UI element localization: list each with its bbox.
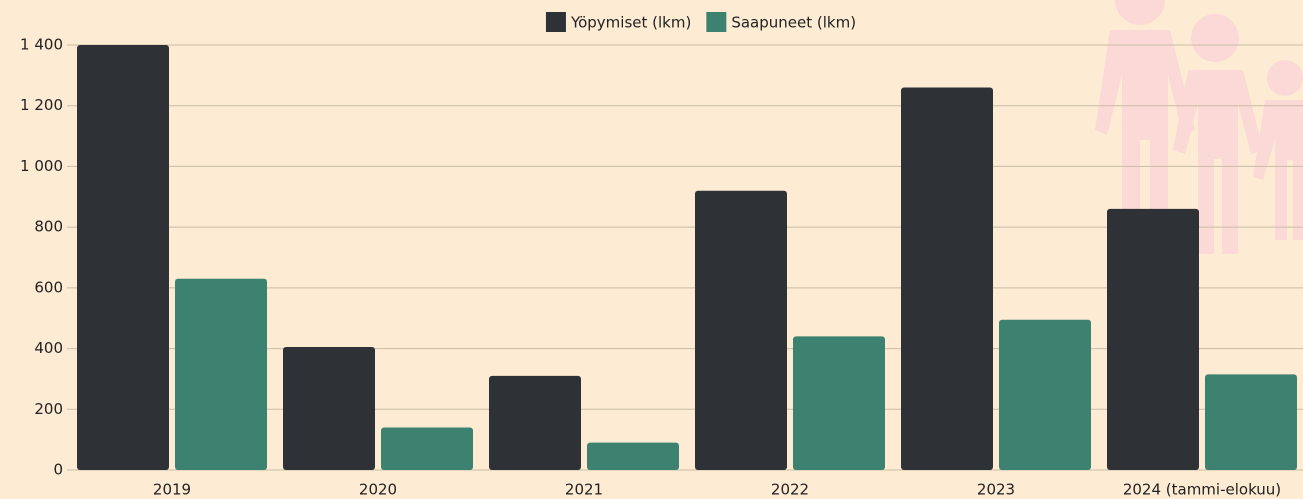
legend-swatch [706, 12, 727, 32]
bar [77, 45, 169, 470]
y-tick-label: 1 000 [20, 157, 63, 175]
bar [175, 278, 267, 470]
bar [793, 336, 885, 470]
bar [489, 375, 581, 470]
y-tick-label: 1 200 [20, 96, 63, 114]
bar [381, 427, 473, 470]
bar [695, 190, 787, 470]
legend-label: Saapuneet (lkm) [731, 14, 856, 32]
y-tick-label: 600 [34, 278, 63, 296]
x-tick-label: 2023 [977, 481, 1015, 499]
x-tick-label: 2022 [771, 481, 809, 499]
bar [1107, 208, 1199, 470]
x-tick-label: 2024 (tammi-elokuu) [1123, 481, 1281, 499]
bar [283, 347, 375, 470]
decoration [1095, 0, 1303, 254]
y-tick-label: 0 [53, 461, 63, 479]
bar [999, 319, 1091, 470]
x-tick-label: 2021 [565, 481, 603, 499]
legend-label: Yöpymiset (lkm) [570, 14, 691, 32]
y-tick-label: 200 [34, 400, 63, 418]
y-tick-label: 400 [34, 339, 63, 357]
bar [1205, 374, 1297, 470]
y-tick-label: 1 400 [20, 36, 63, 54]
y-tick-label: 800 [34, 218, 63, 236]
bar [587, 442, 679, 470]
legend-swatch [545, 12, 566, 32]
bar [901, 87, 993, 470]
x-tick-label: 2020 [359, 481, 397, 499]
x-tick-label: 2019 [153, 481, 191, 499]
